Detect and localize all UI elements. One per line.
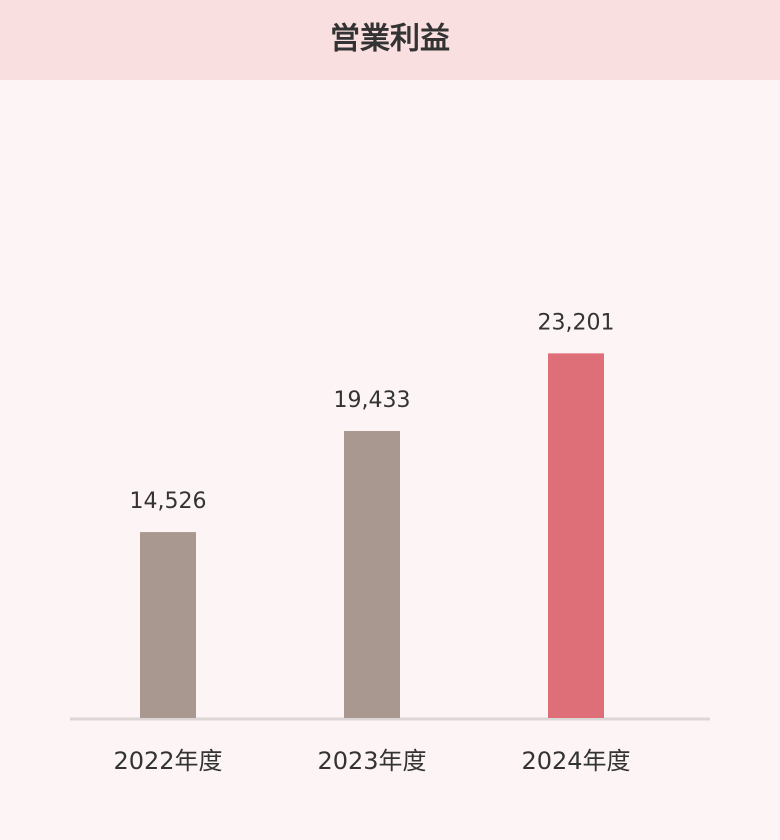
bar: [344, 430, 400, 718]
bar: [548, 353, 604, 718]
x-tick-label: 2022年度: [113, 747, 222, 775]
value-label: 19,433: [334, 388, 411, 413]
value-label: 14,526: [130, 489, 207, 514]
x-tick-label: 2023年度: [317, 747, 426, 775]
value-label: 23,201: [538, 310, 615, 335]
chart-title: 営業利益: [330, 22, 450, 57]
header-band: [0, 0, 780, 80]
bar: [140, 532, 196, 718]
x-tick-label: 2024年度: [521, 747, 630, 775]
